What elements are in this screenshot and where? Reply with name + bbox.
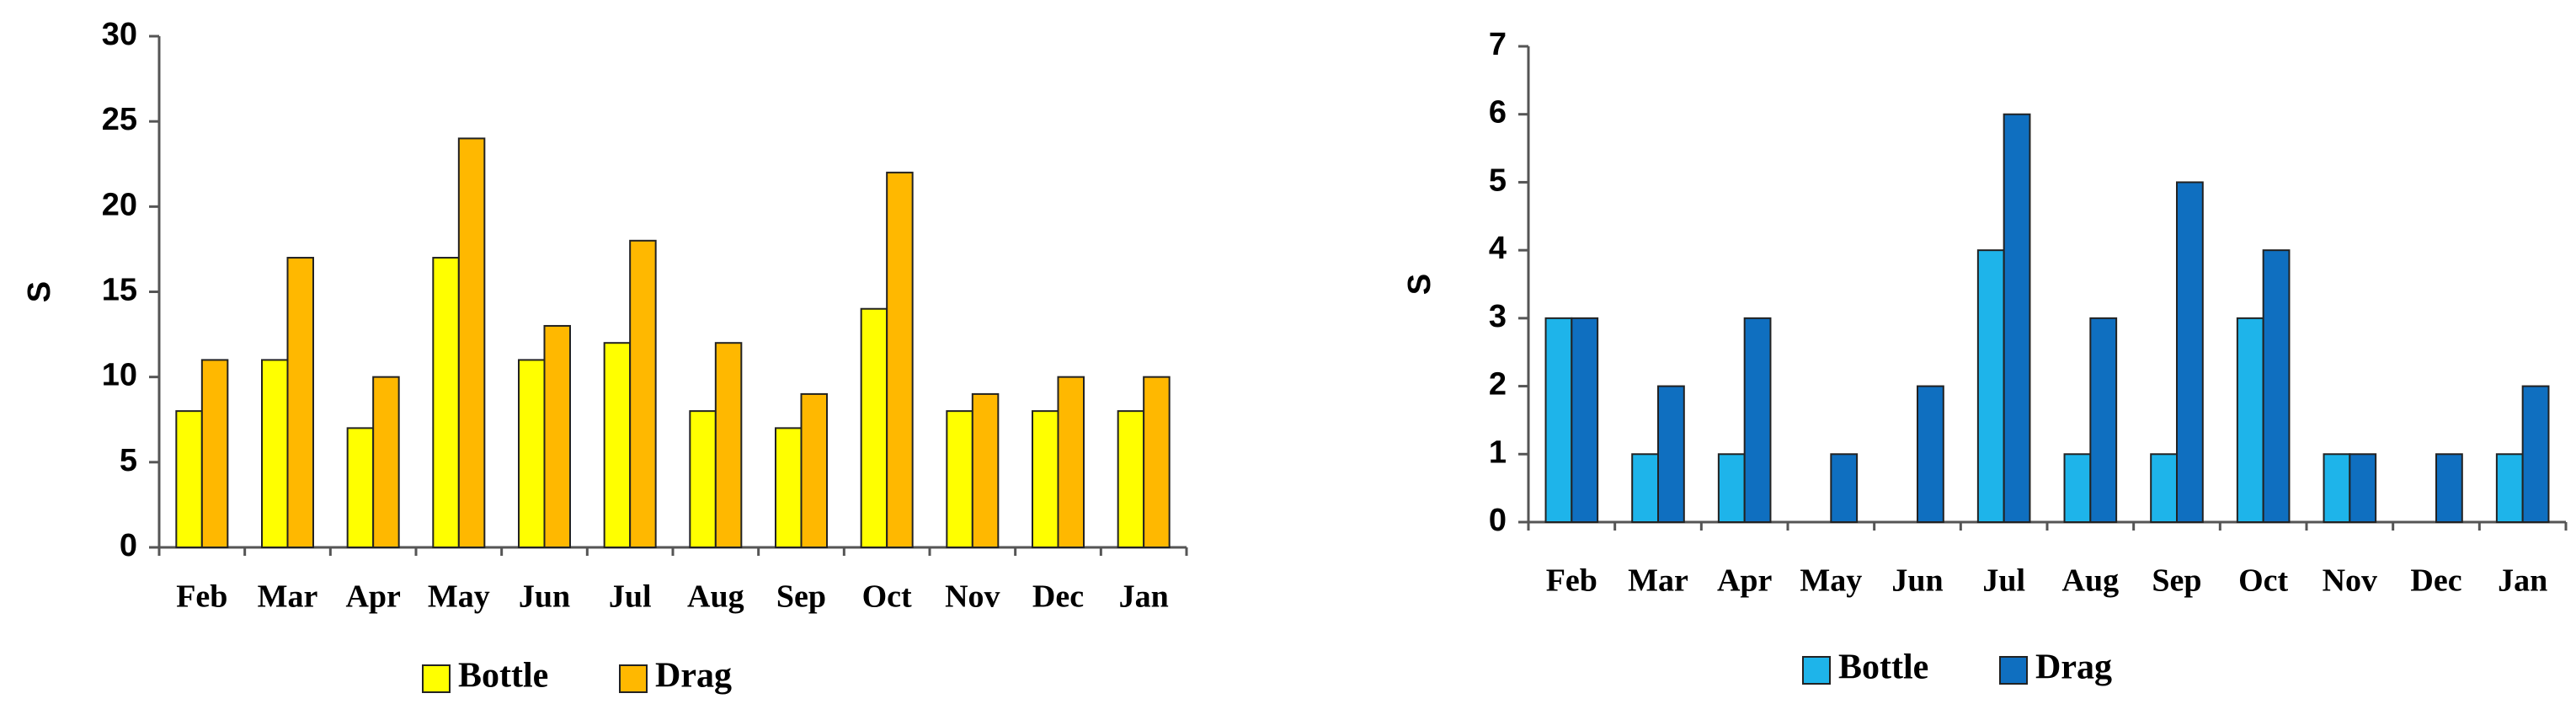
bar bbox=[1717, 453, 1746, 523]
bar bbox=[2176, 181, 2204, 524]
bar bbox=[200, 359, 229, 548]
bar bbox=[2323, 453, 2351, 523]
x-tick-label: Oct bbox=[862, 579, 912, 615]
bar bbox=[971, 392, 1000, 548]
bar bbox=[946, 410, 973, 548]
bar bbox=[1976, 249, 2005, 523]
bar bbox=[1544, 317, 1573, 523]
x-tick-label: Mar bbox=[258, 579, 318, 615]
bar bbox=[175, 410, 203, 548]
y-tick-label: 4 bbox=[1489, 231, 1507, 266]
x-tick-label: Dec bbox=[2410, 563, 2461, 599]
bar bbox=[2063, 453, 2092, 523]
bar bbox=[603, 342, 632, 549]
bar bbox=[1117, 410, 1145, 548]
x-tick-label: Sep bbox=[776, 579, 826, 615]
bar bbox=[2521, 385, 2550, 524]
y-tick-label: 5 bbox=[120, 443, 137, 478]
x-tick-label: Oct bbox=[2238, 563, 2288, 599]
bar bbox=[372, 376, 400, 548]
y-tick-label: 25 bbox=[102, 102, 137, 137]
bar bbox=[2435, 453, 2463, 523]
x-tick-label: Mar bbox=[1628, 563, 1688, 599]
x-tick-label: Apr bbox=[1717, 563, 1773, 599]
bar bbox=[1032, 410, 1059, 548]
bar bbox=[1143, 376, 1171, 548]
bar bbox=[2150, 453, 2178, 523]
legend-label: Bottle bbox=[458, 657, 548, 696]
bar bbox=[2495, 453, 2524, 523]
bar bbox=[1830, 453, 1859, 523]
y-tick-label: 10 bbox=[102, 358, 137, 393]
x-tick-label: Nov bbox=[2323, 563, 2377, 599]
x-tick-label: Dec bbox=[1032, 579, 1084, 615]
x-tick-label: Jul bbox=[609, 579, 652, 615]
x-tick-label: Nov bbox=[945, 579, 1000, 615]
x-tick-label: Feb bbox=[176, 579, 227, 615]
x-tick-label: Jun bbox=[519, 579, 570, 615]
y-tick-label: 15 bbox=[102, 273, 137, 308]
legend-swatch bbox=[619, 664, 648, 693]
y-tick-label: 20 bbox=[102, 187, 137, 222]
x-tick-label: May bbox=[1800, 563, 1862, 599]
bar bbox=[346, 427, 375, 548]
y-tick-label: 6 bbox=[1489, 95, 1507, 131]
y-axis-label: S bbox=[1402, 274, 1437, 295]
bar bbox=[775, 427, 803, 548]
x-tick-label: Feb bbox=[1546, 563, 1597, 599]
bar bbox=[261, 359, 289, 548]
y-tick-label: 1 bbox=[1489, 435, 1507, 470]
bar bbox=[432, 257, 460, 548]
y-axis-label: S bbox=[22, 281, 57, 302]
y-tick-label: 5 bbox=[1489, 163, 1507, 198]
legend-swatch bbox=[1802, 656, 1831, 685]
x-tick-label: Aug bbox=[2062, 563, 2120, 599]
bar bbox=[1917, 385, 1944, 524]
y-tick-label: 0 bbox=[120, 528, 137, 563]
bar bbox=[629, 239, 657, 548]
y-tick-label: 2 bbox=[1489, 367, 1507, 403]
y-tick-label: 0 bbox=[1489, 503, 1507, 538]
legend-swatch bbox=[1999, 656, 2028, 685]
x-tick-label: Apr bbox=[345, 579, 401, 615]
bar bbox=[800, 392, 828, 548]
x-tick-label: Sep bbox=[2152, 563, 2201, 599]
x-tick-label: Jun bbox=[1891, 563, 1943, 599]
y-tick-label: 3 bbox=[1489, 299, 1507, 334]
bar bbox=[543, 324, 571, 548]
x-tick-label: May bbox=[428, 579, 490, 615]
legend-swatch bbox=[422, 664, 451, 693]
x-tick-label: Jan bbox=[1119, 579, 1169, 615]
bar bbox=[457, 137, 486, 548]
bar bbox=[2236, 317, 2264, 523]
bar bbox=[860, 307, 888, 548]
bar bbox=[689, 410, 717, 548]
bar bbox=[1631, 453, 1659, 523]
x-tick-label: Aug bbox=[687, 579, 744, 615]
bar bbox=[2349, 453, 2377, 523]
bar bbox=[886, 171, 914, 548]
bar bbox=[1743, 317, 1772, 523]
legend-label: Drag bbox=[2035, 648, 2112, 687]
legend-label: Drag bbox=[655, 657, 732, 696]
bar bbox=[714, 342, 743, 549]
bar bbox=[2262, 249, 2291, 523]
bar bbox=[518, 359, 546, 548]
y-tick-label: 7 bbox=[1489, 27, 1507, 62]
bar bbox=[1657, 385, 1685, 524]
bar bbox=[286, 257, 314, 548]
bar bbox=[1057, 376, 1085, 548]
bar bbox=[2003, 113, 2031, 523]
y-tick-label: 30 bbox=[102, 17, 137, 52]
bar bbox=[1571, 317, 1599, 523]
x-tick-label: Jul bbox=[1982, 563, 2025, 599]
bar bbox=[2089, 317, 2118, 523]
legend-label: Bottle bbox=[1838, 648, 1928, 687]
x-tick-label: Jan bbox=[2498, 563, 2547, 599]
